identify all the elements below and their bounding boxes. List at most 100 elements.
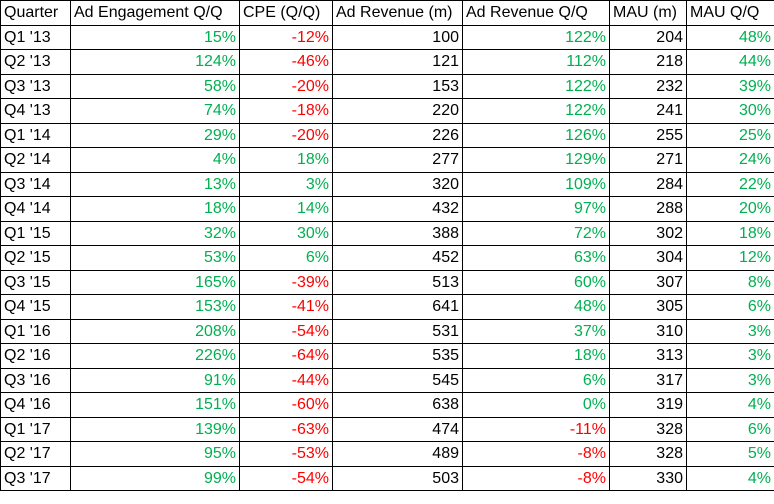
table-row: Q3 '14 13% 3% 320 109% 284 22% (0, 171, 774, 197)
mau-cell: 255 (609, 122, 687, 148)
ad-revenue-cell: 503 (332, 465, 463, 491)
quarter-cell: Q4 '13 (0, 98, 71, 124)
mau-qq-cell: 3% (686, 318, 774, 344)
quarter-cell: Q1 '17 (0, 416, 71, 442)
mau-cell: 319 (609, 392, 687, 418)
mau-qq-cell: 3% (686, 367, 774, 393)
quarter-cell: Q3 '15 (0, 269, 71, 295)
ad-revenue-qq-cell: 37% (462, 318, 610, 344)
cpe-qq-cell: 3% (239, 171, 333, 197)
header-ad-revenue: Ad Revenue (m) (332, 0, 463, 26)
mau-qq-cell: 4% (686, 392, 774, 418)
mau-cell: 330 (609, 465, 687, 491)
ad-engagement-qq-cell: 95% (70, 441, 240, 467)
ad-revenue-qq-cell: 48% (462, 294, 610, 320)
ad-engagement-qq-cell: 153% (70, 294, 240, 320)
ad-revenue-cell: 320 (332, 171, 463, 197)
ad-engagement-qq-cell: 15% (70, 24, 240, 50)
ad-revenue-qq-cell: 109% (462, 171, 610, 197)
mau-qq-cell: 12% (686, 245, 774, 271)
ad-revenue-cell: 531 (332, 318, 463, 344)
quarter-cell: Q2 '16 (0, 343, 71, 369)
ad-engagement-qq-cell: 151% (70, 392, 240, 418)
mau-cell: 307 (609, 269, 687, 295)
mau-cell: 310 (609, 318, 687, 344)
cpe-qq-cell: 18% (239, 147, 333, 173)
ad-revenue-cell: 277 (332, 147, 463, 173)
ad-revenue-cell: 153 (332, 73, 463, 99)
cpe-qq-cell: -39% (239, 269, 333, 295)
cpe-qq-cell: -54% (239, 318, 333, 344)
table-row: Q1 '16 208% -54% 531 37% 310 3% (0, 318, 774, 344)
mau-qq-cell: 30% (686, 98, 774, 124)
header-quarter: Quarter (0, 0, 71, 26)
mau-qq-cell: 25% (686, 122, 774, 148)
mau-qq-cell: 22% (686, 171, 774, 197)
table-row: Q2 '13 124% -46% 121 112% 218 44% (0, 49, 774, 75)
ad-engagement-qq-cell: 4% (70, 147, 240, 173)
cpe-qq-cell: -12% (239, 24, 333, 50)
quarter-cell: Q3 '17 (0, 465, 71, 491)
mau-qq-cell: 24% (686, 147, 774, 173)
quarter-cell: Q3 '16 (0, 367, 71, 393)
ad-engagement-qq-cell: 74% (70, 98, 240, 124)
mau-qq-cell: 39% (686, 73, 774, 99)
quarter-cell: Q3 '13 (0, 73, 71, 99)
quarter-cell: Q2 '15 (0, 245, 71, 271)
table-row: Q3 '17 99% -54% 503 -8% 330 4% (0, 465, 774, 491)
ad-engagement-qq-cell: 226% (70, 343, 240, 369)
quarter-cell: Q2 '17 (0, 441, 71, 467)
ad-engagement-qq-cell: 18% (70, 196, 240, 222)
mau-cell: 304 (609, 245, 687, 271)
mau-qq-cell: 3% (686, 343, 774, 369)
cpe-qq-cell: -63% (239, 416, 333, 442)
table-row: Q1 '15 32% 30% 388 72% 302 18% (0, 220, 774, 246)
ad-engagement-qq-cell: 99% (70, 465, 240, 491)
table-body: Q1 '13 15% -12% 100 122% 204 48% Q2 '13 124% -46%… (0, 24, 774, 491)
ad-revenue-qq-cell: 0% (462, 392, 610, 418)
quarter-cell: Q1 '15 (0, 220, 71, 246)
ad-revenue-qq-cell: 72% (462, 220, 610, 246)
cpe-qq-cell: -54% (239, 465, 333, 491)
mau-qq-cell: 5% (686, 441, 774, 467)
mau-cell: 284 (609, 171, 687, 197)
mau-cell: 305 (609, 294, 687, 320)
mau-cell: 317 (609, 367, 687, 393)
header-mau: MAU (m) (609, 0, 687, 26)
ad-revenue-cell: 638 (332, 392, 463, 418)
table-row: Q2 '17 95% -53% 489 -8% 328 5% (0, 441, 774, 467)
ad-revenue-qq-cell: 63% (462, 245, 610, 271)
table-row: Q4 '16 151% -60% 638 0% 319 4% (0, 392, 774, 418)
mau-qq-cell: 6% (686, 294, 774, 320)
cpe-qq-cell: -64% (239, 343, 333, 369)
cpe-qq-cell: -60% (239, 392, 333, 418)
ad-revenue-qq-cell: 122% (462, 24, 610, 50)
header-mau-qq: MAU Q/Q (686, 0, 774, 26)
ad-engagement-qq-cell: 91% (70, 367, 240, 393)
ad-engagement-qq-cell: 124% (70, 49, 240, 75)
ad-revenue-qq-cell: 122% (462, 73, 610, 99)
mau-cell: 328 (609, 416, 687, 442)
ad-revenue-qq-cell: 60% (462, 269, 610, 295)
ad-revenue-qq-cell: 129% (462, 147, 610, 173)
quarter-cell: Q4 '15 (0, 294, 71, 320)
header-cpe-qq: CPE (Q/Q) (239, 0, 333, 26)
ad-revenue-cell: 220 (332, 98, 463, 124)
mau-cell: 302 (609, 220, 687, 246)
header-row: Quarter Ad Engagement Q/Q CPE (Q/Q) Ad R… (0, 0, 774, 26)
cpe-qq-cell: -18% (239, 98, 333, 124)
table-row: Q1 '17 139% -63% 474 -11% 328 6% (0, 416, 774, 442)
ad-revenue-cell: 513 (332, 269, 463, 295)
ad-revenue-qq-cell: 126% (462, 122, 610, 148)
ad-revenue-cell: 474 (332, 416, 463, 442)
ad-revenue-cell: 452 (332, 245, 463, 271)
ad-revenue-qq-cell: -8% (462, 465, 610, 491)
ad-revenue-cell: 641 (332, 294, 463, 320)
table-row: Q3 '13 58% -20% 153 122% 232 39% (0, 73, 774, 99)
cpe-qq-cell: 30% (239, 220, 333, 246)
mau-qq-cell: 44% (686, 49, 774, 75)
ad-engagement-qq-cell: 139% (70, 416, 240, 442)
quarter-cell: Q4 '16 (0, 392, 71, 418)
ad-revenue-cell: 432 (332, 196, 463, 222)
ad-revenue-cell: 545 (332, 367, 463, 393)
